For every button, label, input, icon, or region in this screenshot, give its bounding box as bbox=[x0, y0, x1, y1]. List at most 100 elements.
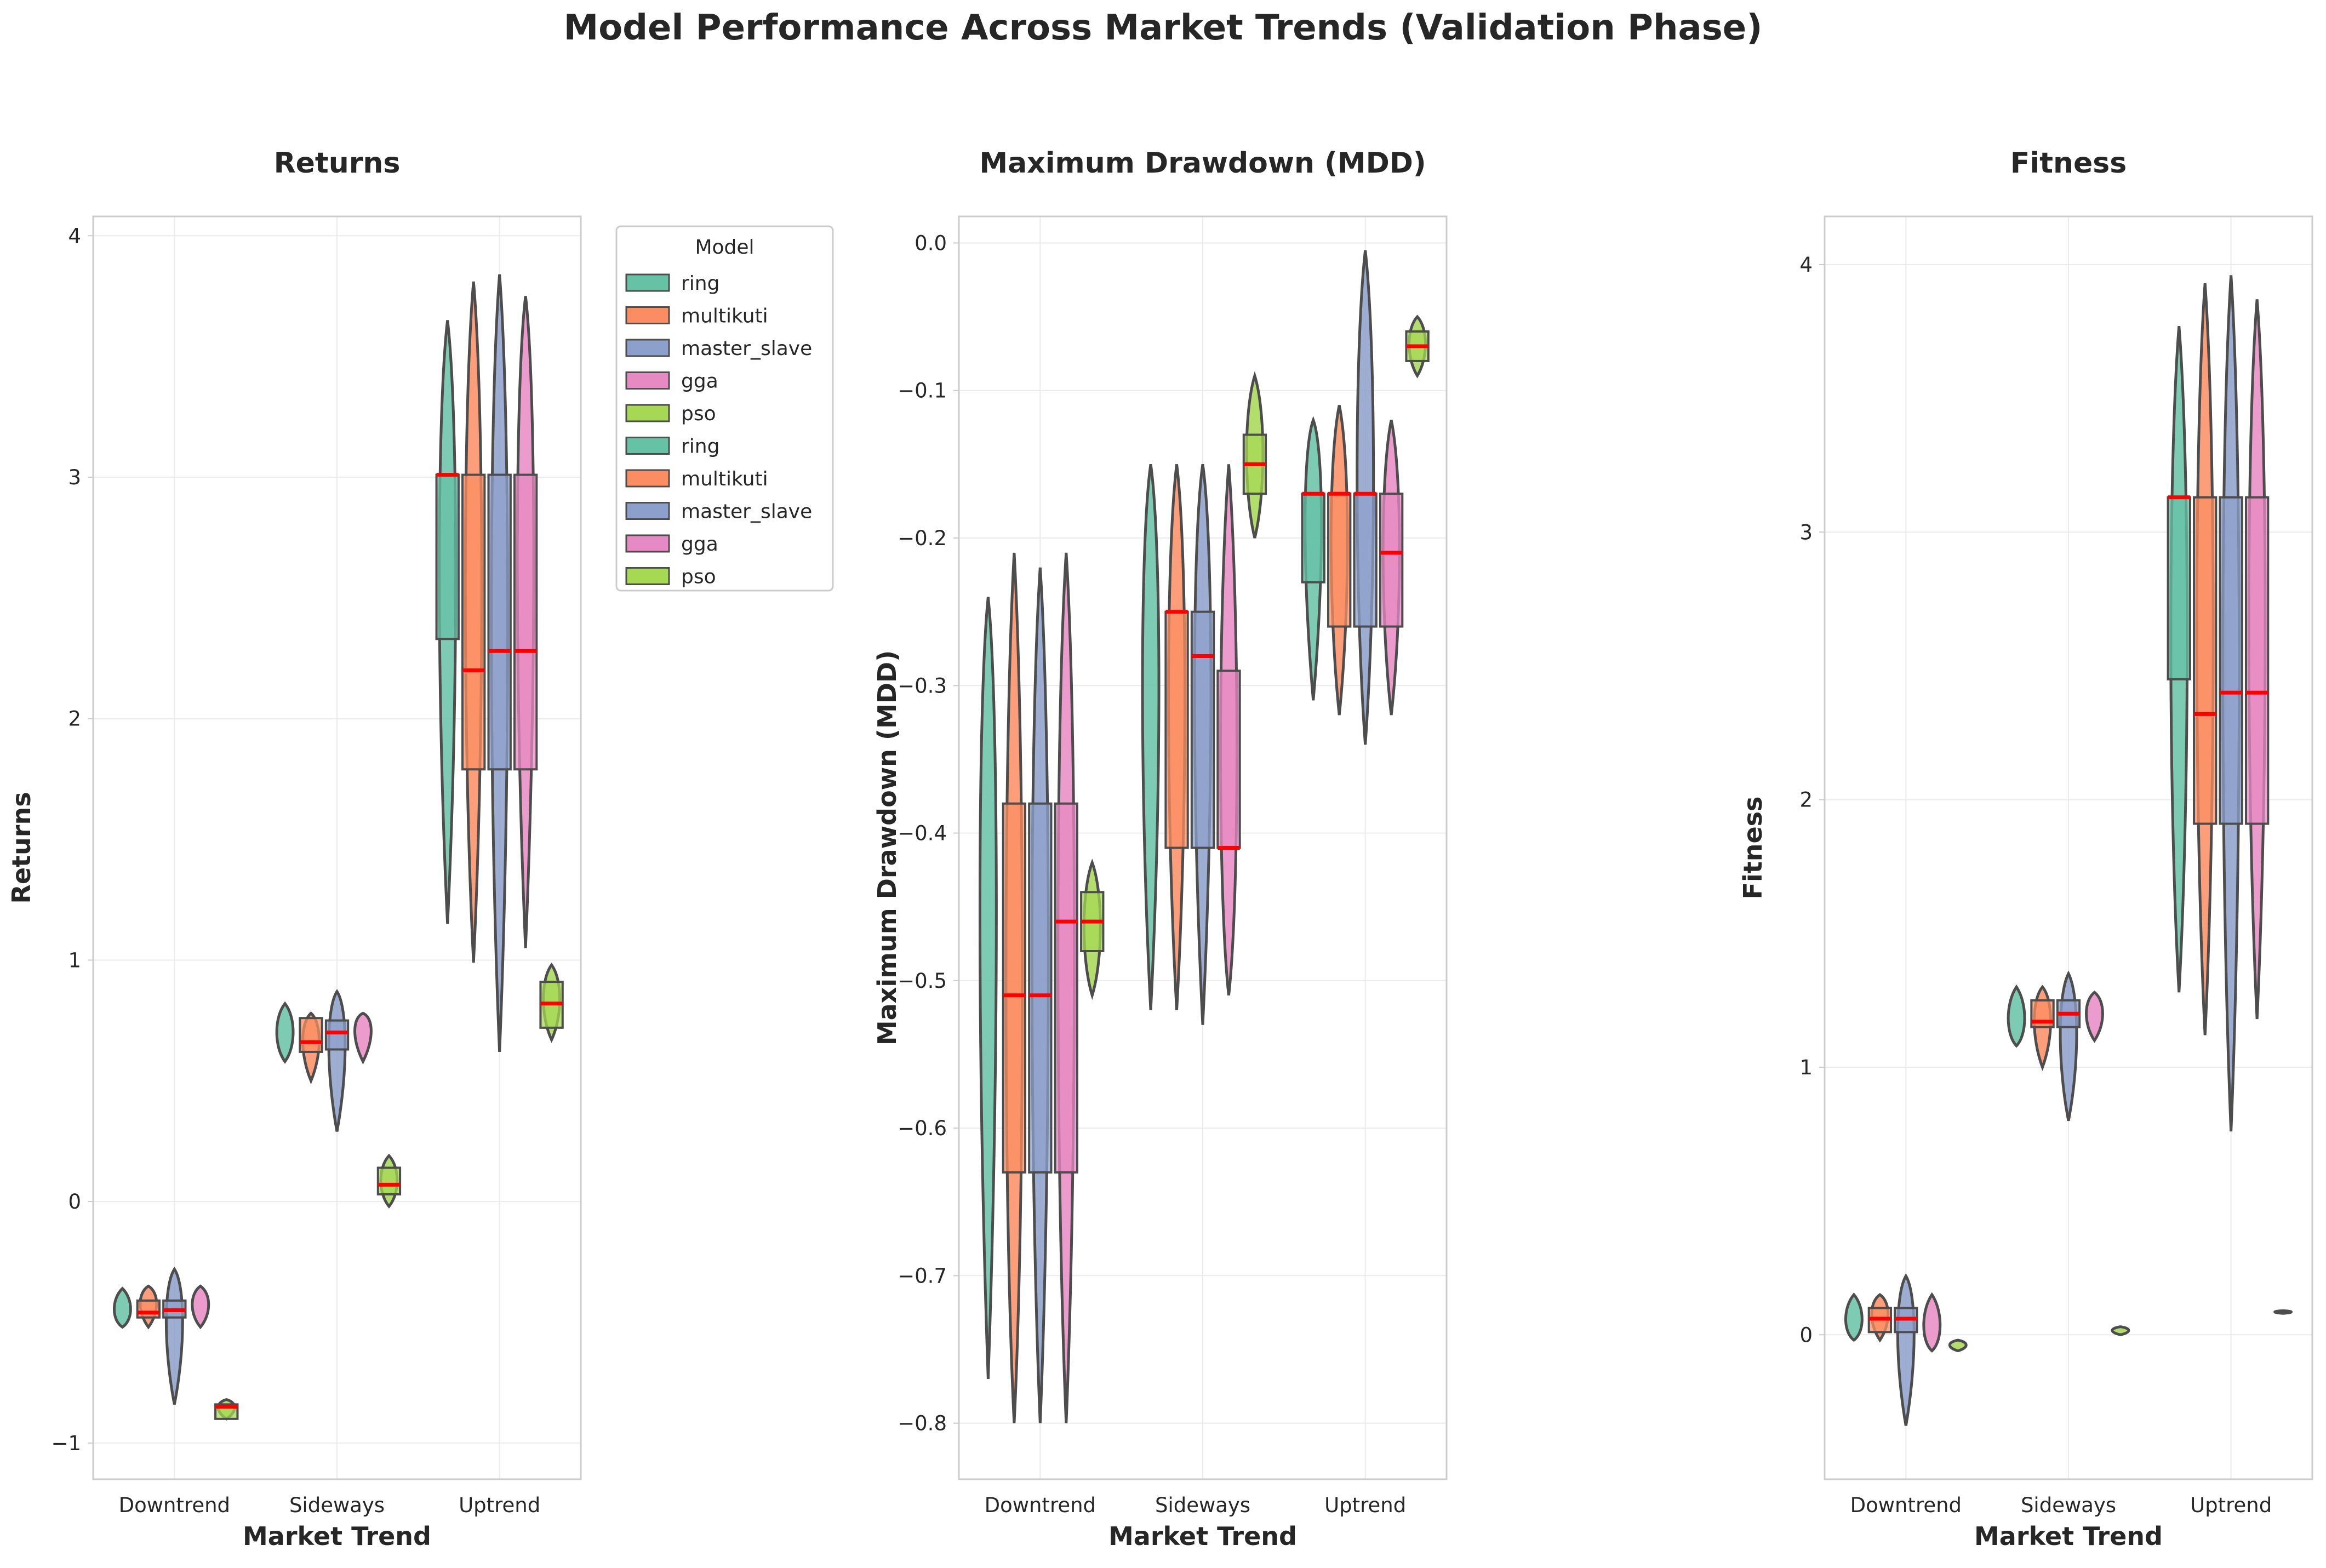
x-tick-label: Downtrend bbox=[985, 1493, 1096, 1517]
x-tick-label: Uptrend bbox=[459, 1493, 540, 1517]
box-master_slave bbox=[324, 1019, 350, 1051]
panel-2: 0.0 −0.1 −0.2 −0.3 −0.4 −0.5 −0.6 −0.7 −0.8 Downt… bbox=[872, 147, 1448, 1551]
box-gga bbox=[513, 473, 538, 771]
x-tick-label: Downtrend bbox=[1850, 1493, 1962, 1517]
plot-frame bbox=[92, 215, 582, 1480]
violin-pso bbox=[2273, 1309, 2293, 1315]
y-tick-label: −0.1 bbox=[898, 379, 947, 403]
y-tick-label: 0 bbox=[1799, 1323, 1813, 1347]
y-tick-label: −0.8 bbox=[898, 1412, 947, 1435]
y-tick-label: 1 bbox=[68, 948, 81, 972]
legend-label-pso: pso bbox=[681, 566, 716, 588]
legend-swatch-master_slave bbox=[625, 502, 670, 520]
violin-ring bbox=[978, 597, 998, 1379]
figure-title: Model Performance Across Market Trends (… bbox=[563, 8, 1763, 48]
box-ring bbox=[1301, 493, 1325, 583]
violin-gga bbox=[1922, 1292, 1942, 1353]
legend: Modelringmultikutimaster_slaveggapsoring… bbox=[615, 225, 834, 592]
violin-gga bbox=[2085, 991, 2104, 1043]
box-multikuti bbox=[299, 1017, 323, 1053]
violin-master_slave bbox=[2059, 970, 2078, 1121]
x-tick-label: Sideways bbox=[289, 1493, 385, 1517]
legend-box bbox=[615, 225, 834, 592]
x-tick-label: Uptrend bbox=[1324, 1493, 1406, 1517]
legend-swatch-pso bbox=[625, 404, 670, 422]
legend-label-gga: gga bbox=[681, 533, 718, 556]
y-tick-label: 0.0 bbox=[915, 231, 947, 255]
legend-label-master_slave: master_slave bbox=[681, 501, 812, 523]
legend-label-multikuti: multikuti bbox=[681, 468, 768, 490]
y-tick-label: −1 bbox=[51, 1432, 81, 1455]
violin-master_slave bbox=[1896, 1273, 1916, 1426]
violin-ring bbox=[1844, 1292, 1864, 1342]
legend-label-pso: pso bbox=[681, 403, 716, 425]
x-tick-label: Downtrend bbox=[119, 1493, 230, 1517]
panel-3: 0 1 2 3 4 Downtrend Sideways Uptrend Fitness Mark… bbox=[1738, 147, 2313, 1551]
violin-master_slave bbox=[327, 989, 347, 1132]
x-axis-label: Market Trend bbox=[243, 1521, 431, 1551]
box-gga bbox=[1216, 669, 1241, 849]
legend-label-master_slave: master_slave bbox=[681, 337, 812, 360]
y-tick-label: −0.3 bbox=[898, 674, 947, 697]
panel-1: −1 0 1 2 3 4 Downtrend Sideways Uptrend Returns Ma… bbox=[7, 147, 582, 1551]
x-axis-label: Market Trend bbox=[1974, 1521, 2163, 1551]
legend-swatch-gga bbox=[625, 534, 670, 553]
y-axis-label: Returns bbox=[7, 792, 36, 903]
legend-label-multikuti: multikuti bbox=[681, 305, 768, 328]
box-master_slave bbox=[1353, 493, 1378, 628]
x-axis-label: Market Trend bbox=[1108, 1521, 1297, 1551]
violin-ring bbox=[1141, 464, 1161, 1010]
legend-swatch-multikuti bbox=[625, 306, 670, 324]
y-tick-label: 3 bbox=[1799, 520, 1813, 544]
chart-panels: −1 0 1 2 3 4 Downtrend Sideways Uptrend Returns Ma… bbox=[7, 147, 2313, 1551]
box-multikuti bbox=[461, 473, 486, 771]
legend-swatch-pso bbox=[625, 567, 670, 585]
y-tick-label: −0.2 bbox=[898, 527, 947, 550]
legend-swatch-ring bbox=[625, 437, 670, 455]
box-multikuti bbox=[136, 1299, 161, 1319]
subplot-title: Returns bbox=[274, 147, 401, 180]
violin-gga bbox=[191, 1284, 210, 1330]
legend-label-ring: ring bbox=[681, 272, 719, 295]
box-multikuti bbox=[1327, 493, 1352, 628]
box-gga bbox=[2244, 496, 2270, 825]
violin-pso bbox=[1948, 1338, 1968, 1353]
y-tick-label: 0 bbox=[68, 1190, 81, 1214]
x-tick-label: Sideways bbox=[2021, 1493, 2116, 1517]
y-tick-label: 1 bbox=[1799, 1056, 1813, 1079]
x-tick-label: Uptrend bbox=[2190, 1493, 2272, 1517]
plot-frame bbox=[1824, 215, 2313, 1480]
legend-swatch-gga bbox=[625, 371, 670, 390]
x-tick-label: Sideways bbox=[1155, 1493, 1250, 1517]
y-tick-label: 4 bbox=[1799, 253, 1813, 277]
box-pso bbox=[376, 1166, 402, 1195]
violin-master_slave bbox=[164, 1267, 184, 1405]
violin-ring bbox=[112, 1286, 132, 1329]
box-ring bbox=[2167, 496, 2191, 680]
box-master_slave bbox=[2219, 496, 2243, 825]
violin-gga bbox=[353, 1011, 373, 1065]
legend-label-gga: gga bbox=[681, 370, 718, 393]
box-master_slave bbox=[1028, 802, 1053, 1174]
box-multikuti bbox=[2193, 496, 2218, 825]
box-multikuti bbox=[1164, 610, 1189, 849]
violin-ring bbox=[275, 1001, 295, 1064]
subplot-title: Maximum Drawdown (MDD) bbox=[979, 147, 1426, 180]
violin-pso bbox=[2111, 1325, 2130, 1336]
y-tick-label: −0.6 bbox=[898, 1117, 947, 1140]
y-axis-label: Fitness bbox=[1738, 797, 1768, 900]
y-tick-label: 2 bbox=[1799, 788, 1813, 812]
violin-ring bbox=[2007, 984, 2026, 1048]
y-tick-label: −0.4 bbox=[898, 822, 947, 845]
y-tick-label: −0.5 bbox=[898, 969, 947, 993]
y-tick-label: 2 bbox=[68, 707, 81, 731]
box-multikuti bbox=[1002, 802, 1027, 1174]
y-axis-label: Maximum Drawdown (MDD) bbox=[872, 650, 902, 1045]
y-tick-label: −0.7 bbox=[898, 1264, 947, 1287]
y-tick-label: 4 bbox=[68, 224, 81, 248]
y-tick-label: 3 bbox=[68, 466, 81, 489]
box-master_slave bbox=[487, 473, 512, 771]
subplot-title: Fitness bbox=[2010, 147, 2127, 180]
plot-frame bbox=[958, 215, 1448, 1480]
